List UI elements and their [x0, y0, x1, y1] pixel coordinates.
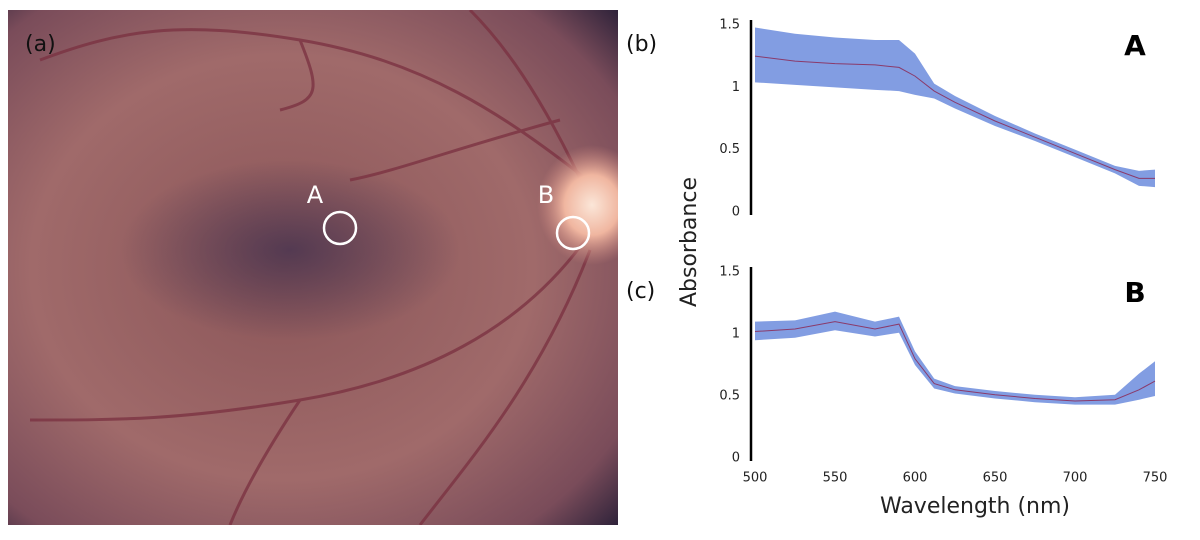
panel-label: (c) — [626, 279, 655, 304]
panel-label: (a) — [25, 32, 56, 57]
marker-circle — [322, 210, 358, 246]
x-tick-label: 700 — [1063, 471, 1088, 486]
x-tick-label: 750 — [1143, 471, 1168, 486]
y-tick-label: 0 — [732, 205, 740, 220]
x-tick-label: 550 — [823, 471, 848, 486]
y-axis-label: Absorbance — [677, 177, 702, 307]
x-tick-label: 500 — [743, 471, 768, 486]
mean-line — [754, 321, 1156, 402]
y-tick-label: 1 — [732, 327, 740, 342]
y-tick-label: 1 — [732, 80, 740, 95]
error-band — [755, 311, 1155, 405]
marker-circle — [555, 215, 591, 251]
x-tick-label: 600 — [903, 471, 928, 486]
chart-title: B — [1124, 276, 1145, 309]
chart-title: A — [1124, 29, 1146, 62]
x-axis-label: Wavelength (nm) — [880, 494, 1070, 519]
y-tick-label: 0.5 — [719, 389, 740, 404]
error-band — [755, 27, 1155, 188]
marker-label: B — [538, 181, 554, 209]
x-tick-label: 650 — [983, 471, 1008, 486]
y-tick-label: 1.5 — [719, 18, 740, 33]
y-tick-label: 0 — [732, 451, 740, 466]
y-tick-label: 0.5 — [719, 142, 740, 157]
mean-line — [754, 55, 1155, 179]
panel-label: (b) — [626, 32, 657, 57]
fundus-image — [8, 10, 618, 525]
y-tick-label: 1.5 — [719, 265, 740, 280]
marker-label: A — [307, 181, 324, 209]
